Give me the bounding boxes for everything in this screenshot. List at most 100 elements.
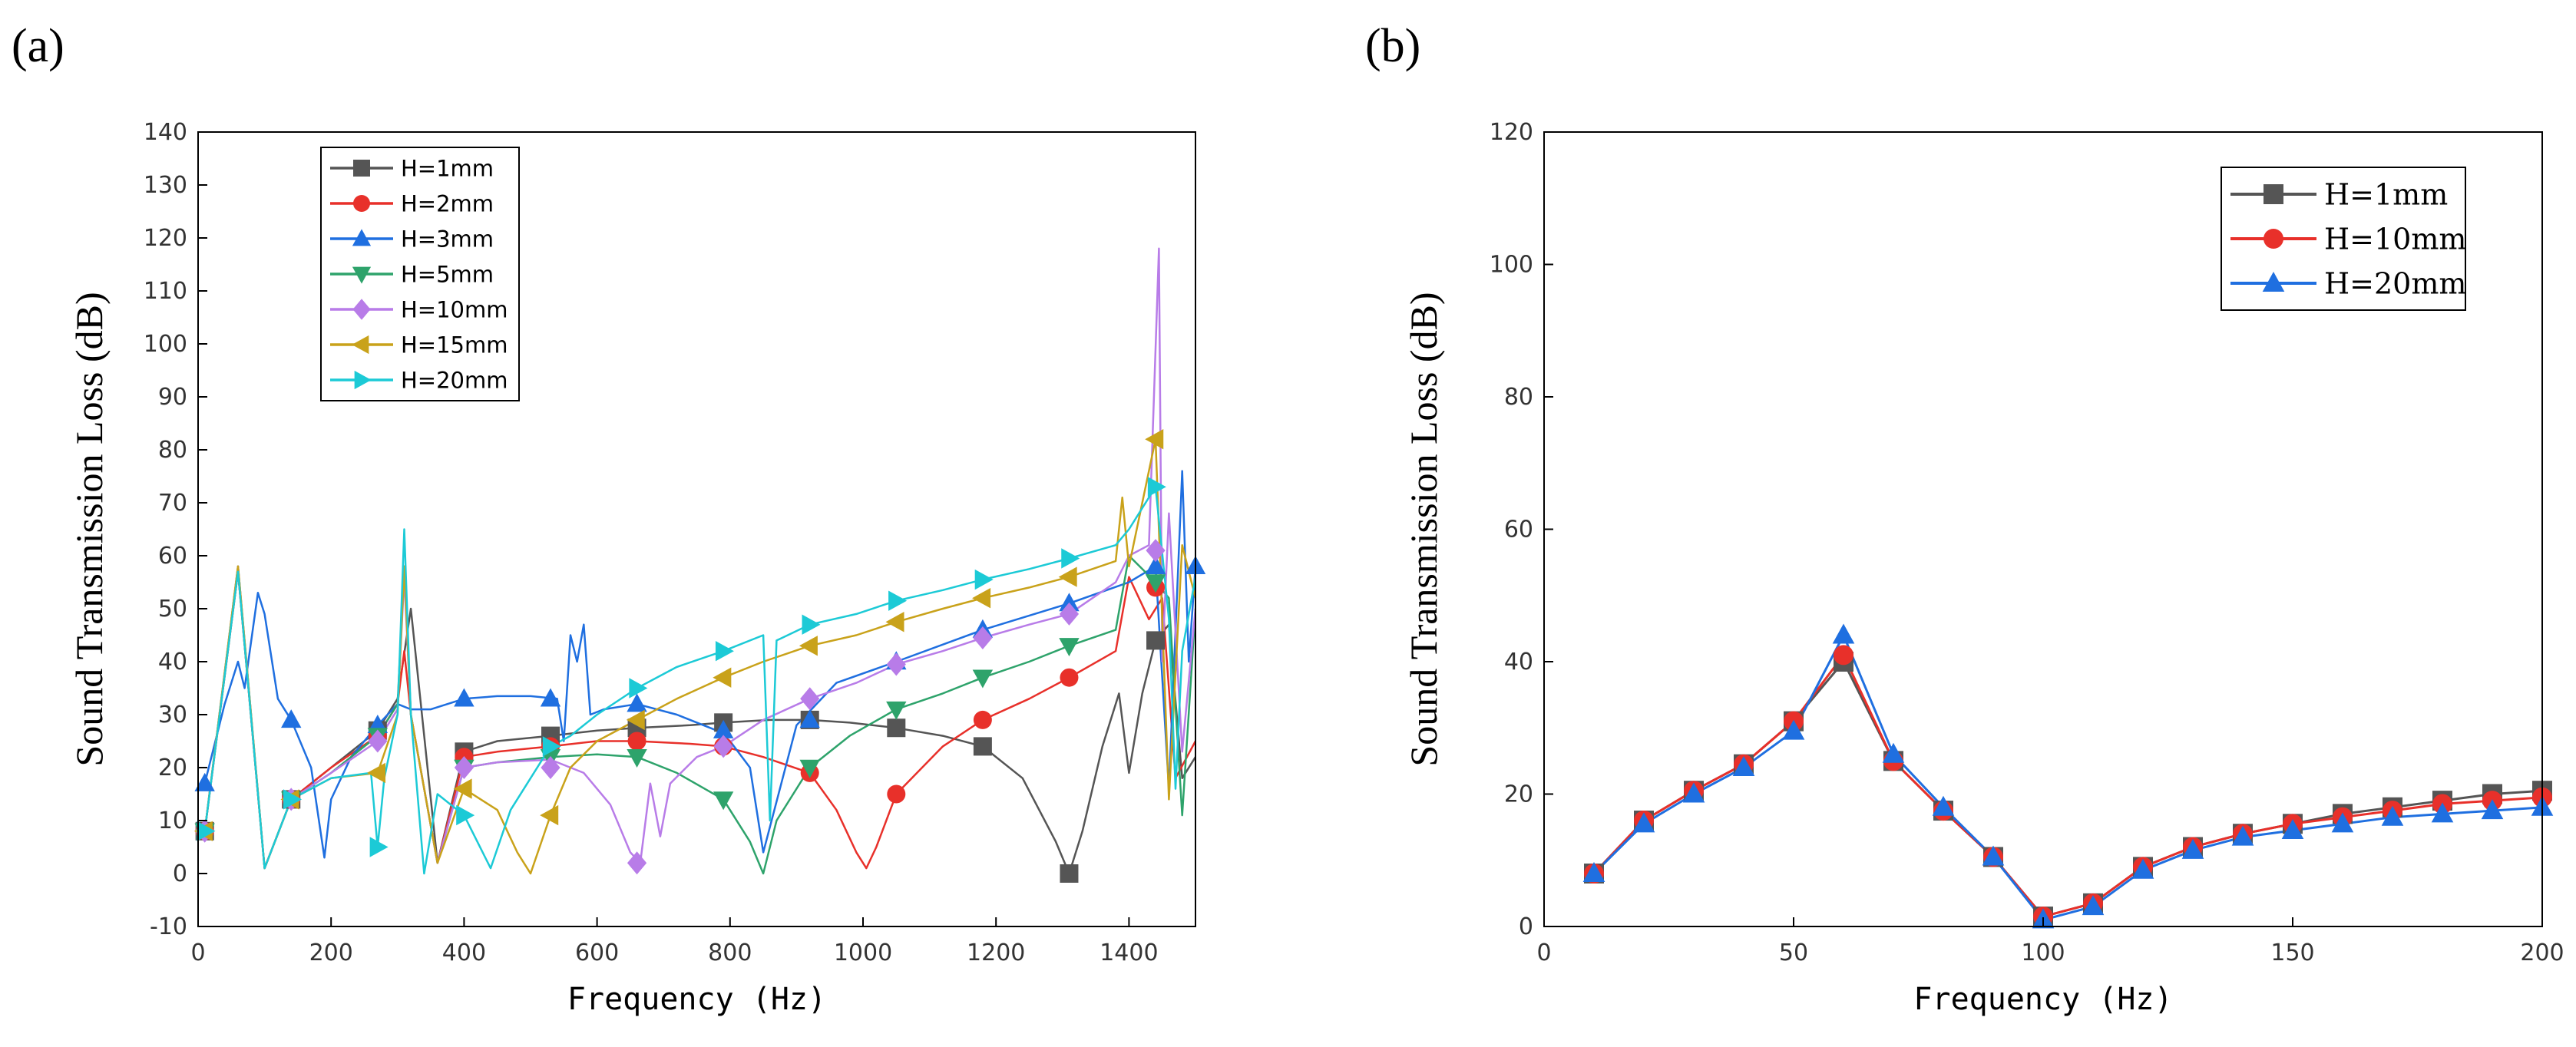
panel-b-x-tick-label: 0: [1536, 940, 1551, 966]
panel-b-data-point: [2481, 799, 2504, 820]
panel-a-data-point: [629, 678, 648, 699]
panel-a-data-point: [1060, 668, 1079, 687]
panel-a-data-point: [799, 709, 820, 728]
panel-a-data-point: [1061, 548, 1080, 569]
panel-a-data-point: [973, 737, 992, 756]
panel-a-ticks: 0 200 400 600 800 1000 1200 1400-10010203040506…: [144, 119, 1159, 966]
panel-a-x-tick-label: 200: [309, 940, 353, 966]
panel-b-data-point: [1582, 862, 1605, 883]
panel-a-x-tick-label: 0: [190, 940, 205, 966]
panel-a-data-point: [887, 718, 906, 738]
panel-a-y-tick-label: 70: [158, 490, 187, 517]
panel-a-data-point: [194, 772, 215, 791]
panel-a-data-point: [453, 778, 472, 799]
panel-a-data-point: [972, 669, 994, 689]
panel-a-legend-marker: [352, 335, 369, 355]
panel-a-label: (a): [12, 20, 64, 72]
panel-a-data-point: [799, 636, 818, 656]
panel-a-data-point: [197, 821, 216, 841]
panel-b-y-tick-label: 20: [1504, 781, 1533, 808]
panel-b-legend-label: H=1mm: [2324, 178, 2448, 212]
panel-a-x-tick-label: 800: [708, 940, 752, 966]
panel-a-y-tick-label: 30: [158, 702, 187, 728]
panel-b-plot-area: [1582, 623, 2554, 929]
panel-a-data-point: [540, 804, 559, 826]
panel-a-data-point: [886, 652, 906, 676]
panel-a-series-line-2: [203, 470, 1195, 859]
panel-b-data-point: [2281, 818, 2304, 839]
panel-a-legend-label: H=5mm: [401, 261, 494, 287]
panel-a-data-point: [1059, 602, 1080, 626]
panel-b-x-tick-label: 100: [2021, 940, 2065, 966]
panel-b-data-point: [1832, 623, 1855, 644]
panel-a-data-point: [802, 614, 821, 635]
panel-b-data-point: [2431, 802, 2454, 823]
panel-a-legend-marker: [352, 266, 372, 284]
panel-a-y-tick-label: 50: [158, 596, 187, 623]
panel-b-y-tick-label: 40: [1504, 649, 1533, 675]
panel-a-y-tick-label: 10: [158, 808, 187, 834]
panel-a-legend-marker: [352, 229, 372, 246]
panel-a-data-point: [626, 709, 645, 731]
panel-a-data-point: [627, 732, 646, 751]
panel-b-legend-label: H=20mm: [2324, 267, 2466, 301]
panel-a-axes-frame: [197, 131, 1196, 927]
panel-b-y-tick-label: 80: [1504, 384, 1533, 411]
panel-a-legend-label: H=20mm: [401, 367, 508, 393]
panel-a-data-point: [368, 729, 388, 753]
panel-a-series-line-0: [203, 570, 1195, 875]
panel-b-legend-label: H=10mm: [2324, 223, 2466, 256]
panel-a-y-tick-label: 40: [158, 649, 187, 675]
panel-b-y-axis-title: Sound Transmission Loss (dB): [1402, 292, 1445, 766]
panel-b-data-point: [2131, 858, 2154, 879]
panel-b-series-line-1: [1592, 653, 2542, 918]
panel-b-series-line-0: [1592, 660, 2542, 918]
panel-a-data-point: [713, 735, 733, 758]
panel-b-ticks: 0 50 100 150 200 0 20 40 60 80 100 120: [1490, 119, 2564, 966]
panel-a-data-point: [713, 791, 734, 811]
panel-a-legend-marker: [353, 160, 370, 177]
panel-a-x-tick-label: 1200: [967, 940, 1025, 966]
panel-a-data-point: [369, 837, 389, 857]
panel-a-plot-area: [193, 247, 1206, 883]
panel-a-y-tick-label: 90: [158, 384, 187, 411]
panel-a-data-point: [974, 569, 994, 590]
panel-b-data-point: [2082, 895, 2105, 916]
panel-a-x-axis-title: Frequency (Hz): [567, 982, 826, 1017]
panel-a-legend-marker: [352, 299, 371, 320]
panel-b-x-tick-label: 150: [2270, 940, 2314, 966]
panel-a-data-point: [281, 709, 302, 728]
panel-a-legend-label: H=2mm: [401, 190, 494, 216]
panel-a-y-tick-label: 60: [158, 543, 187, 570]
panel-a-legend-marker: [353, 195, 370, 212]
panel-a-data-point: [973, 626, 993, 649]
panel-a-data-point: [541, 756, 561, 779]
panel-a-data-point: [799, 759, 820, 778]
panel-a-data-point: [713, 719, 734, 738]
panel-b-label: (b): [1365, 20, 1420, 72]
panel-b-data-point: [2381, 805, 2404, 826]
panel-a-data-point: [1146, 631, 1166, 650]
panel-a-chart: (a) 0 200 400 600 800 1000 1200 1400-1001020304…: [12, 20, 1206, 1017]
panel-a-legend-label: H=3mm: [401, 226, 494, 252]
panel-a-y-tick-label: 140: [144, 119, 187, 146]
panel-a-y-tick-label: 130: [144, 172, 187, 199]
panel-a-x-tick-label: 400: [442, 940, 486, 966]
panel-a-data-point: [627, 749, 647, 768]
panel-b-y-tick-label: 0: [1519, 913, 1533, 940]
panel-b-legend-marker: [2264, 184, 2283, 204]
panel-a-series-line-5: [203, 438, 1195, 875]
panel-a-y-tick-label: 120: [144, 225, 187, 252]
panel-b-data-point: [1834, 645, 1853, 666]
panel-a-data-point: [887, 784, 906, 804]
panel-a-x-tick-label: 1000: [834, 940, 892, 966]
panel-b-data-point: [1932, 795, 1955, 816]
panel-a-y-axis-title: Sound Transmission Loss (dB): [68, 292, 111, 766]
panel-a-legend-label: H=15mm: [401, 332, 508, 358]
panel-a-y-tick-label: 110: [144, 278, 187, 305]
panel-b-data-point: [2181, 838, 2204, 859]
panel-b-data-point: [1982, 845, 2005, 866]
panel-a-y-tick-label: 20: [158, 755, 187, 781]
panel-a-legend-label: H=1mm: [401, 155, 494, 181]
